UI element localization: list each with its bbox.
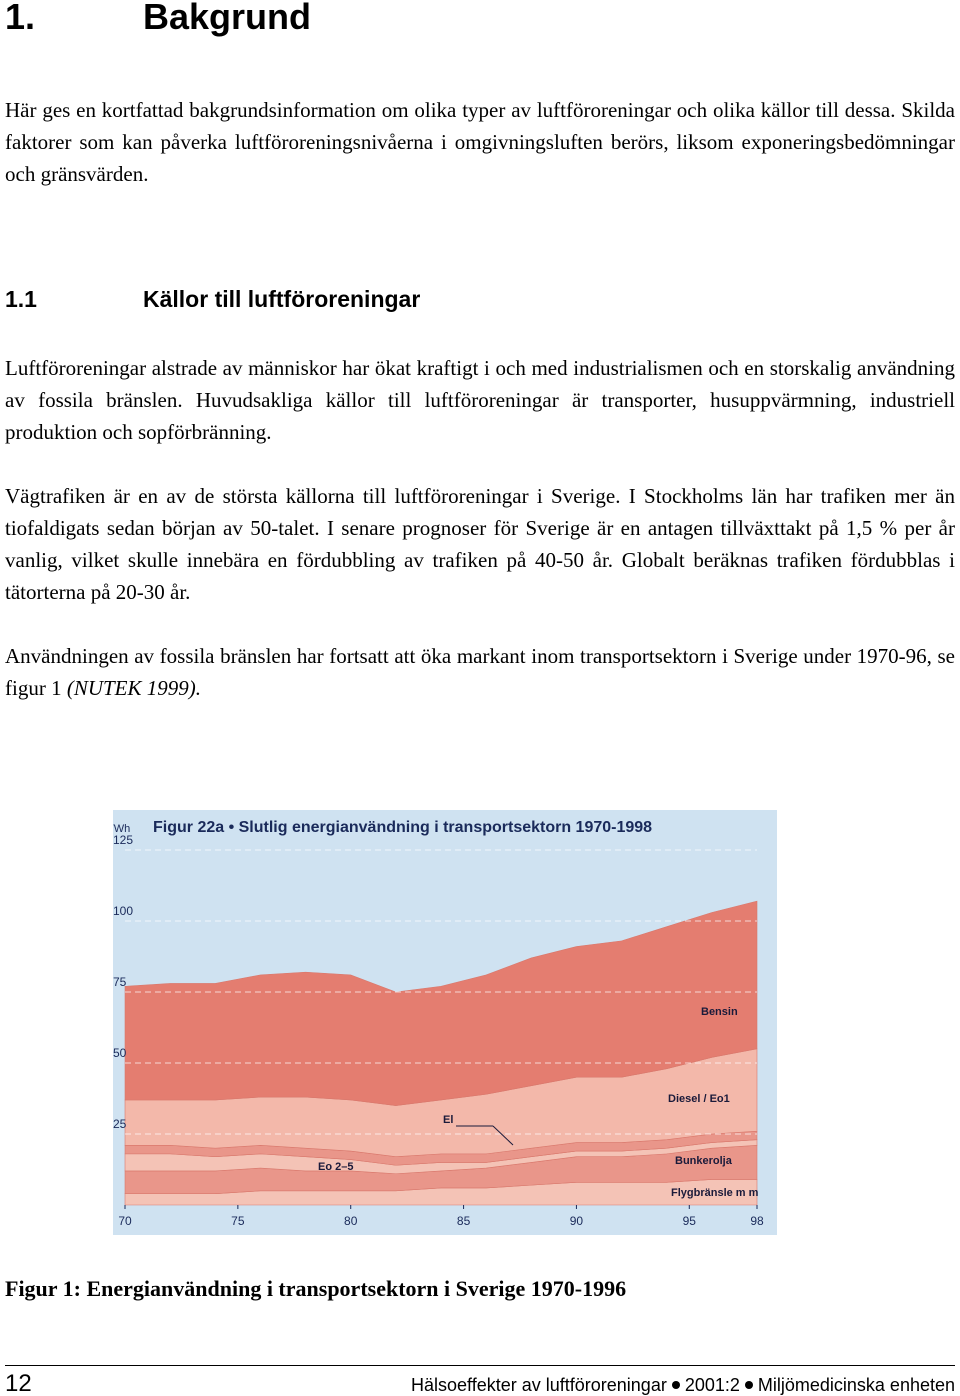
footer-report: 2001:2 [684, 1375, 740, 1395]
footer-unit: Miljömedicinska enheten [757, 1375, 955, 1395]
heading: 1. Bakgrund [5, 0, 311, 38]
footer-rule [5, 1365, 955, 1366]
x-tick-label: 80 [344, 1214, 358, 1228]
paragraph: Här ges en kortfattad bakgrundsinformati… [5, 98, 955, 186]
y-tick-label: 75 [113, 975, 127, 989]
y-tick-label: 125 [113, 833, 133, 847]
leader [492, 1125, 514, 1146]
chart: Figur 22a • Slutlig energianvändning i t… [113, 810, 777, 1235]
x-tick-label: 95 [683, 1214, 697, 1228]
y-tick-label: 100 [113, 904, 133, 918]
bullet [744, 1381, 753, 1389]
y-tick-label: 50 [113, 1046, 127, 1060]
paragraph: Vägtrafiken är en av de största källorna… [5, 484, 955, 604]
footer: Hälsoeffekter av luftföroreningar 2001:2 M… [411, 1375, 955, 1396]
x-tick-label: 75 [231, 1214, 245, 1228]
paragraph: Användningen av fossila bränslen har for… [5, 640, 955, 704]
series-label: Eo 2–5 [318, 1161, 353, 1173]
y-tick-label: 25 [113, 1117, 127, 1131]
x-tick-label: 70 [118, 1214, 132, 1228]
heading-number: 1. [5, 0, 36, 37]
chart-title: Figur 22a • Slutlig energianvändning i t… [153, 819, 652, 836]
bullet [671, 1381, 680, 1389]
x-tick-label: 90 [570, 1214, 584, 1228]
page-number: 12 [5, 1370, 32, 1396]
heading-title: Bakgrund [143, 0, 312, 37]
section-heading: 1.1 Källor till luftföroreningar [5, 286, 420, 313]
citation: (NUTEK 1999). [66, 676, 202, 700]
series-label: Flygbränsle m m [671, 1187, 759, 1199]
series-label: Diesel / Eo1 [668, 1093, 730, 1105]
series-label: Bensin [701, 1006, 738, 1018]
y-unit: TWh [113, 823, 130, 835]
x-tick-label: 85 [457, 1214, 471, 1228]
series-label: Bunkerolja [675, 1155, 733, 1167]
footer-title: Hälsoeffekter av luftföroreningar [411, 1375, 667, 1395]
caption: Figur 1: Energianvändning i transportsek… [5, 1276, 627, 1301]
x-tick-label: 98 [750, 1214, 764, 1228]
paragraph: Luftföroreningar alstrade av människor h… [5, 356, 955, 444]
paragraph-text: Användningen av fossila bränslen har for… [5, 644, 955, 700]
section-title: Källor till luftföroreningar [143, 286, 421, 312]
series-label: El [443, 1114, 453, 1126]
area [124, 900, 758, 1106]
section-number: 1.1 [5, 286, 37, 312]
